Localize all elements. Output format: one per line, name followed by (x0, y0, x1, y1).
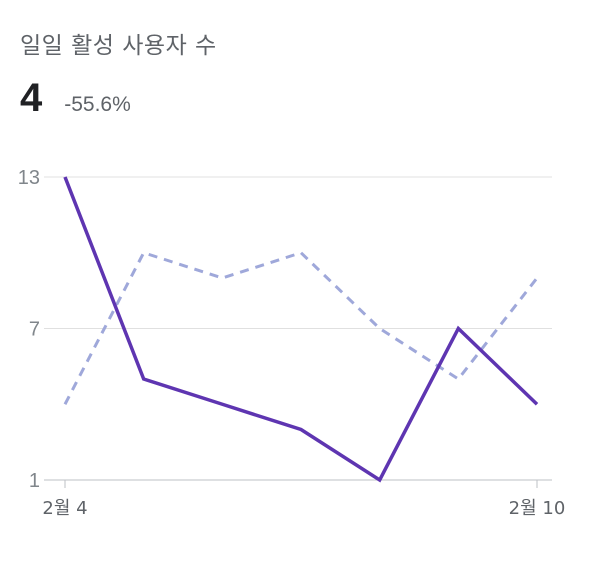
metric-row: 4 -55.6% (20, 76, 131, 121)
y-tick-label: 1 (29, 470, 40, 492)
metric-change: -55.6% (64, 93, 131, 116)
y-tick-label: 13 (18, 167, 40, 189)
x-tick-label: 2월 10 (509, 498, 566, 519)
y-tick-label: 7 (29, 319, 40, 341)
grid-lines (44, 176, 552, 481)
metric-value: 4 (20, 76, 43, 120)
x-tick-label: 2월 4 (42, 498, 87, 519)
x-axis-ticks: 2월 4 2월 10 (42, 480, 565, 519)
card-title: 일일 활성 사용자 수 (20, 33, 217, 59)
series-lines (63, 176, 539, 483)
